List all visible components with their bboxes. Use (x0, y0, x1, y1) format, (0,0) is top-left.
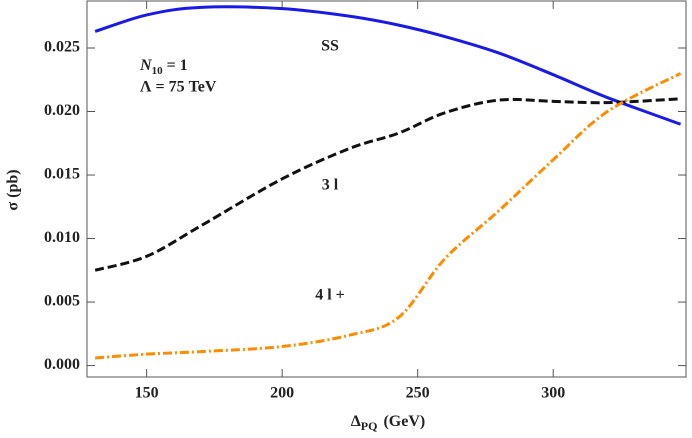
x-label-part: PQ (361, 419, 378, 433)
x-label-part: Δ (351, 413, 361, 430)
series-line (94, 5, 682, 126)
y-tick-label: 0.000 (44, 356, 80, 373)
y-tick-label: 0.005 (44, 293, 80, 310)
annotation-part: = 1 (163, 57, 188, 74)
annotation: Λ = 75 TeV (140, 79, 217, 96)
annotation-part: 10 (152, 65, 164, 77)
y-tick-label: 0.010 (44, 229, 80, 246)
x-tick-label: 250 (406, 385, 430, 402)
series-label: SS (321, 38, 339, 55)
x-tick-label: 150 (135, 385, 159, 402)
series-line (94, 97, 681, 272)
y-tick-label: 0.025 (44, 39, 80, 56)
annotation: N10 = 1 (139, 57, 188, 77)
annotation-part: N (139, 57, 153, 74)
series-label: 4 l + (315, 287, 345, 304)
x-tick-label: 200 (270, 385, 294, 402)
y-axis-label: σ (pb) (5, 169, 22, 210)
x-tick-label: 300 (541, 385, 565, 402)
plot-frame (86, 0, 687, 378)
x-axis-label: ΔPQ (GeV) (351, 413, 425, 433)
series-line (95, 72, 682, 360)
y-tick-label: 0.015 (44, 166, 80, 183)
x-label-part: (GeV) (383, 413, 425, 430)
series-label: 3 l (322, 177, 339, 194)
y-tick-label: 0.020 (44, 102, 80, 119)
